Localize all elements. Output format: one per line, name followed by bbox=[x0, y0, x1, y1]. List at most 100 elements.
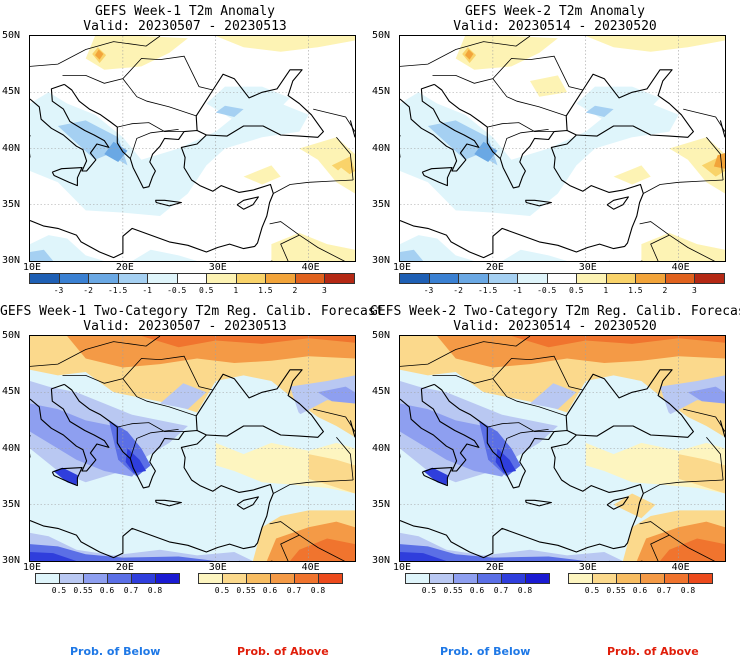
colorbar-tick-label: 0.7 bbox=[493, 586, 509, 595]
colorbar-tick-label: -0.5 bbox=[537, 286, 557, 295]
prob-below-label: Prob. of Below bbox=[70, 645, 161, 658]
colorbar-swatch bbox=[576, 273, 607, 284]
colorbar-tick-label: 0.6 bbox=[99, 586, 115, 595]
colorbar-swatch bbox=[605, 273, 637, 284]
lon-tick-label: 20E bbox=[485, 562, 504, 573]
lon-tick-label: 10E bbox=[23, 262, 42, 273]
lon-tick-label: 40E bbox=[301, 562, 320, 573]
colorbar-tick-label: 1 bbox=[233, 286, 239, 295]
probability-map[interactable] bbox=[29, 335, 356, 562]
colorbar-swatch bbox=[117, 273, 149, 284]
colorbar-swatch bbox=[568, 573, 593, 584]
lat-tick-label: 30N bbox=[2, 255, 21, 266]
colorbar-swatch bbox=[206, 273, 237, 284]
prob-above-colorbar: 0.5 0.55 0.6 0.7 0.8 bbox=[198, 573, 343, 595]
colorbar-swatch bbox=[294, 273, 326, 284]
colorbar-tick-label: 0.5 bbox=[569, 286, 584, 295]
panel-title: GEFS Week-1 Two-Category T2m Reg. Calib.… bbox=[0, 304, 384, 319]
colorbar-tick-label: 0.7 bbox=[286, 586, 302, 595]
panel-title: GEFS Week-2 Two-Category T2m Reg. Calib.… bbox=[370, 304, 740, 319]
colorbar-swatch bbox=[222, 573, 247, 584]
lat-tick-label: 30N bbox=[372, 255, 391, 266]
colorbar-swatch bbox=[458, 273, 489, 284]
colorbar-tick-label: 0.7 bbox=[656, 586, 672, 595]
lon-tick-label: 30E bbox=[578, 262, 597, 273]
panel-week2-probability: GEFS Week-2 Two-Category T2m Reg. Calib.… bbox=[370, 300, 740, 595]
probability-map[interactable] bbox=[399, 335, 726, 562]
panel-title: GEFS Week-1 T2m Anomaly bbox=[94, 4, 275, 19]
colorbar-swatch bbox=[294, 573, 319, 584]
colorbar-swatch bbox=[29, 273, 60, 284]
colorbar-tick-label: 3 bbox=[322, 286, 327, 295]
colorbar-tick-label: 0.8 bbox=[680, 586, 696, 595]
colorbar-swatch bbox=[246, 573, 271, 584]
colorbar-tick-label: -1 bbox=[142, 286, 152, 295]
lat-tick-label: 50N bbox=[2, 30, 21, 41]
lat-tick-label: 45N bbox=[2, 86, 21, 98]
colorbar-tick-label: 1 bbox=[603, 286, 609, 295]
lon-tick-label: 30E bbox=[208, 562, 227, 573]
colorbar-tick-label: 0.6 bbox=[262, 586, 278, 595]
colorbar-swatch bbox=[405, 573, 430, 584]
colorbar-swatch bbox=[525, 573, 550, 584]
colorbar-swatch bbox=[270, 573, 295, 584]
colorbar-swatch bbox=[592, 573, 617, 584]
colorbar-swatch bbox=[453, 573, 478, 584]
colorbar-tick-label: -2 bbox=[453, 286, 463, 295]
colorbar-tick-label: 0.5 bbox=[214, 586, 230, 595]
lon-tick-label: 10E bbox=[393, 262, 412, 273]
colorbar-tick-label: 0.5 bbox=[199, 286, 214, 295]
colorbar-tick-label: -3 bbox=[423, 286, 434, 295]
colorbar-swatch bbox=[477, 573, 502, 584]
panel-week1-probability: GEFS Week-1 Two-Category T2m Reg. Calib.… bbox=[0, 300, 384, 595]
colorbar-tick-label: 2 bbox=[292, 286, 298, 295]
colorbar-tick-label: 1.5 bbox=[258, 286, 273, 295]
panel-valid-dates: Valid: 20230507 - 20230513 bbox=[83, 19, 287, 34]
panel-week2-anomaly: GEFS Week-2 T2m Anomaly Valid: 20230514 … bbox=[370, 0, 740, 295]
colorbar-swatch bbox=[58, 273, 90, 284]
colorbar-swatch bbox=[131, 573, 156, 584]
colorbar-tick-label: 0.8 bbox=[147, 586, 163, 595]
lon-tick-label: 20E bbox=[115, 262, 134, 273]
lat-tick-label: 45N bbox=[372, 86, 391, 98]
panel-week1-anomaly: GEFS Week-1 T2m Anomaly Valid: 20230507 … bbox=[0, 0, 370, 295]
colorbar-tick-label: 0.7 bbox=[123, 586, 139, 595]
lat-tick-label: 35N bbox=[2, 198, 21, 210]
lat-tick-label: 50N bbox=[372, 30, 391, 41]
colorbar-swatch bbox=[517, 273, 548, 284]
colorbar-tick-label: 0.55 bbox=[443, 586, 463, 595]
colorbar-swatch bbox=[640, 573, 665, 584]
colorbar-swatch bbox=[235, 273, 267, 284]
lat-tick-label: 40N bbox=[372, 142, 391, 154]
lon-tick-label: 40E bbox=[301, 262, 320, 273]
lat-tick-label: 35N bbox=[372, 498, 391, 510]
colorbar-tick-label: 1.5 bbox=[628, 286, 643, 295]
colorbar-swatch bbox=[616, 573, 641, 584]
colorbar-swatch bbox=[399, 273, 430, 284]
anomaly-colorbar: -3 -2 -1.5 -1 -0.5 0.5 1 1.5 2 3 bbox=[399, 273, 725, 295]
lon-tick-label: 20E bbox=[115, 562, 134, 573]
colorbar-tick-label: -1 bbox=[512, 286, 522, 295]
colorbar-swatch bbox=[501, 573, 526, 584]
colorbar-swatch bbox=[429, 573, 454, 584]
lat-tick-label: 45N bbox=[2, 386, 21, 398]
lon-tick-label: 20E bbox=[485, 262, 504, 273]
lon-tick-label: 30E bbox=[208, 262, 227, 273]
anomaly-map[interactable] bbox=[29, 35, 356, 262]
colorbar-tick-label: 0.6 bbox=[469, 586, 485, 595]
colorbar-swatch bbox=[147, 273, 178, 284]
colorbar-swatch bbox=[83, 573, 108, 584]
colorbar-tick-label: -3 bbox=[53, 286, 64, 295]
lat-tick-label: 40N bbox=[2, 142, 21, 154]
colorbar-tick-label: 0.6 bbox=[632, 586, 648, 595]
colorbar-swatch bbox=[688, 573, 713, 584]
colorbar-swatch bbox=[546, 273, 578, 284]
anomaly-map[interactable] bbox=[399, 35, 726, 262]
colorbar-swatch bbox=[324, 273, 355, 284]
colorbar-tick-label: 2 bbox=[662, 286, 668, 295]
prob-above-colorbar: 0.5 0.55 0.6 0.7 0.8 bbox=[568, 573, 713, 595]
lon-tick-label: 10E bbox=[393, 562, 412, 573]
lat-tick-label: 50N bbox=[372, 330, 391, 341]
colorbar-tick-label: 0.8 bbox=[517, 586, 533, 595]
colorbar-tick-label: -1.5 bbox=[107, 286, 128, 295]
